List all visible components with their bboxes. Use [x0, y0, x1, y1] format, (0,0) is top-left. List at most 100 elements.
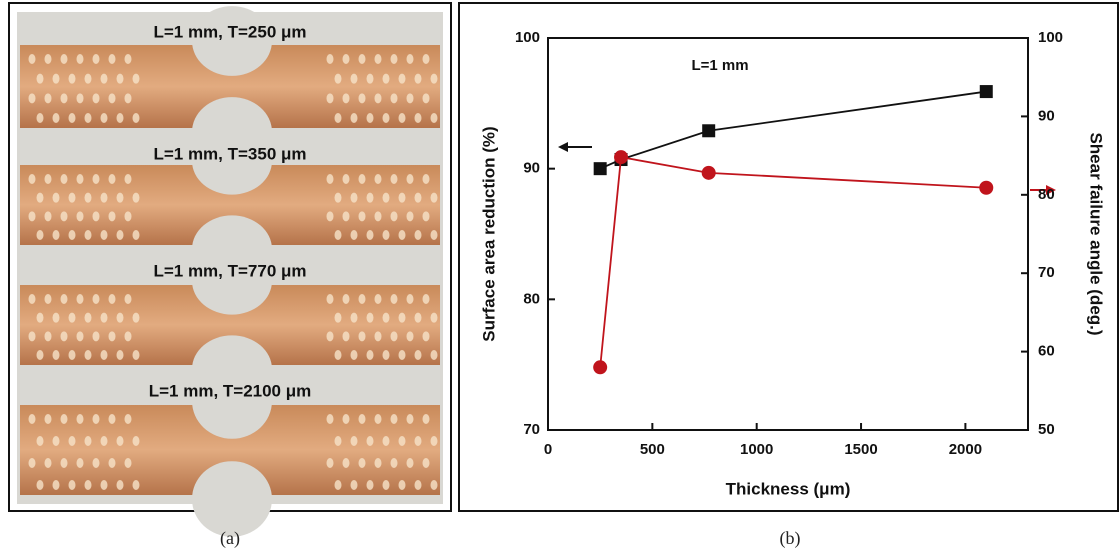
dimple [398, 480, 406, 490]
dimple [124, 414, 132, 424]
dimple [52, 73, 60, 84]
dimple [422, 211, 430, 222]
dimple [382, 230, 390, 240]
dimple [44, 331, 52, 342]
dimple [28, 211, 36, 222]
dimple [68, 73, 76, 84]
dimple [44, 174, 52, 184]
x-tick-label: 2000 [949, 441, 982, 458]
dimple [350, 350, 358, 360]
dimple [406, 294, 414, 304]
dimple [430, 350, 438, 360]
dimple [414, 230, 422, 240]
dimple [366, 192, 374, 203]
dimple [398, 113, 406, 123]
dimple [358, 54, 366, 64]
notch [192, 461, 272, 537]
specimen-label: L=1 mm, T=350 μm [153, 144, 306, 163]
dimple [36, 73, 44, 84]
dimple [366, 480, 374, 490]
specimens: L=1 mm, T=250 μm L=1 mm, T=350 μm L=1 mm, … [20, 6, 440, 537]
dimple [390, 331, 398, 342]
dimple [358, 174, 366, 184]
y-tick-label: 80 [523, 290, 540, 307]
dimple [60, 414, 68, 424]
dimple [422, 331, 430, 342]
dimple [92, 54, 100, 64]
dimple [124, 174, 132, 184]
marker [979, 180, 994, 195]
dimple [76, 54, 84, 64]
dimple [414, 312, 422, 323]
dimple [68, 113, 76, 123]
dimple [414, 436, 422, 446]
dimple [430, 480, 438, 490]
dimple [390, 174, 398, 184]
marker [702, 124, 716, 138]
dimple [124, 331, 132, 342]
dimple [100, 113, 108, 123]
dimple [100, 73, 108, 84]
y2-axis-label: Shear failure angle (deg.) [1087, 132, 1106, 335]
dimple [116, 350, 124, 360]
notch [192, 363, 272, 439]
dimple [76, 331, 84, 342]
x-axis-label: Thickness (μm) [726, 479, 851, 498]
dimple [350, 73, 358, 84]
dimple [406, 54, 414, 64]
dimple [76, 458, 84, 468]
dimple [68, 192, 76, 203]
dimple [414, 192, 422, 203]
dimple [374, 211, 382, 222]
dimple [414, 113, 422, 123]
dimple [422, 54, 430, 64]
dimple [132, 436, 140, 446]
dimple [326, 414, 334, 424]
dimple [430, 312, 438, 323]
dimple [398, 73, 406, 84]
y2-tick-label: 90 [1038, 107, 1055, 124]
dimple [430, 230, 438, 240]
dimple [44, 54, 52, 64]
dimple [124, 211, 132, 222]
dimple [350, 192, 358, 203]
y-tick-label: 100 [515, 29, 540, 46]
dimple [52, 480, 60, 490]
dimple [366, 350, 374, 360]
dimple [92, 414, 100, 424]
dimple [76, 294, 84, 304]
arrow [1030, 185, 1056, 195]
dimple [108, 54, 116, 64]
dimple [116, 73, 124, 84]
dimple [422, 294, 430, 304]
dimple [52, 113, 60, 123]
marker [593, 360, 608, 375]
dimple [342, 174, 350, 184]
plot-frame [547, 37, 1029, 431]
dimple [398, 230, 406, 240]
dimple [84, 350, 92, 360]
dimple [52, 192, 60, 203]
y-axis-label: Surface area reduction (%) [479, 126, 498, 341]
dimple [68, 230, 76, 240]
dimple [60, 331, 68, 342]
dimple [406, 211, 414, 222]
panel-b-frame [458, 2, 1119, 512]
dimple [60, 93, 68, 104]
dimple [390, 211, 398, 222]
dimple [374, 54, 382, 64]
dimple [326, 458, 334, 468]
dimple [132, 312, 140, 323]
notch [192, 247, 272, 315]
dimple [374, 93, 382, 104]
dimple [84, 73, 92, 84]
dimple [350, 230, 358, 240]
dimple [132, 73, 140, 84]
notch [192, 6, 272, 76]
dimple [374, 458, 382, 468]
marker [701, 165, 716, 180]
dimple [422, 174, 430, 184]
dimple [342, 93, 350, 104]
dimple [406, 458, 414, 468]
